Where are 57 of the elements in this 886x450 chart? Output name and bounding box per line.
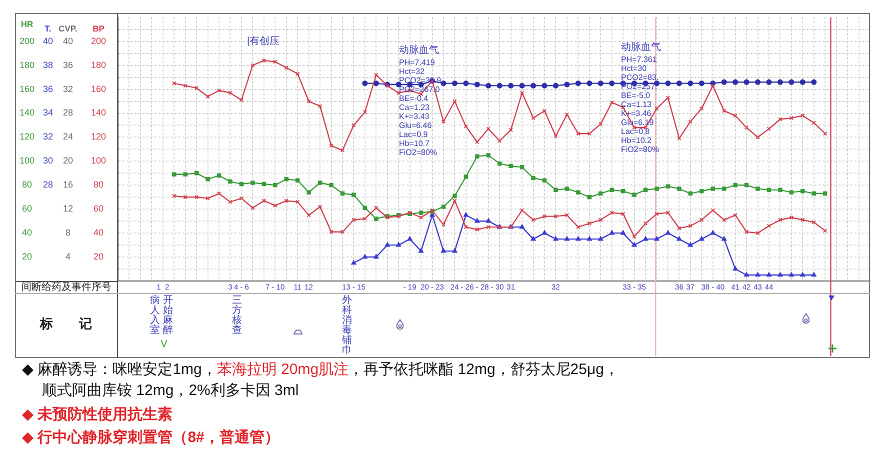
text: 三方核查: [232, 295, 242, 336]
y2-tick-label: 24: [62, 132, 73, 142]
y-tick-label: 60: [93, 204, 104, 214]
y2-tick-label: 32: [62, 84, 73, 94]
y2-tick-label: 20: [62, 156, 73, 166]
text: ◆ 麻醉诱导：咪唑安定1mg，: [22, 361, 217, 378]
x-axis-title: 间断给药及事件序号: [22, 280, 112, 293]
y-axis-title: BP: [92, 24, 105, 34]
text: 60: [22, 204, 32, 214]
y3-tick-label: 28: [42, 180, 53, 190]
text: ◆ 行中心静脉穿刺置管（8#，普通管）: [22, 429, 280, 446]
y2-tick-label: 28: [62, 108, 73, 118]
y-tick-label: 20: [93, 252, 104, 262]
y3-tick-label: 30: [42, 156, 53, 166]
y-tick-label: 140: [90, 108, 106, 118]
text: 160: [19, 84, 35, 94]
text: V: [160, 339, 168, 350]
y2-tick-label: 8: [65, 228, 70, 238]
y3-tick-label: 34: [42, 108, 53, 118]
text: 20: [22, 252, 32, 262]
text: 外科消毒铺巾: [342, 295, 352, 356]
text: 开始麻醉: [162, 295, 174, 336]
text: HR: [20, 19, 34, 30]
y2-tick-label: 16: [62, 180, 73, 190]
text: 120: [19, 132, 35, 142]
text: 标记: [40, 316, 92, 331]
annotation: 动脉血气: [621, 42, 661, 53]
y2-axis-title: CVP.: [58, 24, 78, 34]
y-tick-label: 40: [93, 228, 104, 238]
y-tick-label: 180: [90, 60, 106, 70]
y3-axis-title: T.: [44, 24, 52, 34]
text: 顺式阿曲库铵 12mg，2%利多卡因 3ml: [42, 382, 299, 399]
y2-tick-label: 4: [65, 252, 70, 262]
y2-tick-label: 40: [62, 36, 73, 46]
y3-tick-label: 36: [42, 84, 53, 94]
text: 100: [19, 156, 35, 166]
text: 40: [22, 228, 32, 238]
y-tick-label: 200: [90, 36, 106, 46]
y-tick-label: 120: [90, 132, 106, 142]
y3-tick-label: 38: [42, 60, 53, 70]
y3-tick-label: 40: [42, 36, 53, 46]
y-tick-label: 100: [90, 156, 106, 166]
y2-tick-label: 12: [62, 204, 73, 214]
y2-tick-label: 36: [62, 60, 73, 70]
y-tick-label: 80: [93, 180, 104, 190]
text: 140: [19, 108, 35, 118]
y-tick-label: 160: [90, 84, 106, 94]
text: 180: [19, 60, 35, 70]
text: 80: [22, 180, 32, 190]
annotation: |有创压: [247, 36, 280, 47]
annotation: 动脉血气: [399, 45, 439, 56]
text: 200: [19, 36, 35, 46]
text: ◆ 未预防性使用抗生素: [22, 406, 173, 423]
text: 病人入室: [150, 295, 160, 336]
y3-tick-label: 32: [42, 132, 53, 142]
text: ，再予依托咪酯 12mg，舒芬太尼25μg，: [348, 361, 619, 378]
text: 苯海拉明 20mg肌注: [216, 361, 349, 378]
